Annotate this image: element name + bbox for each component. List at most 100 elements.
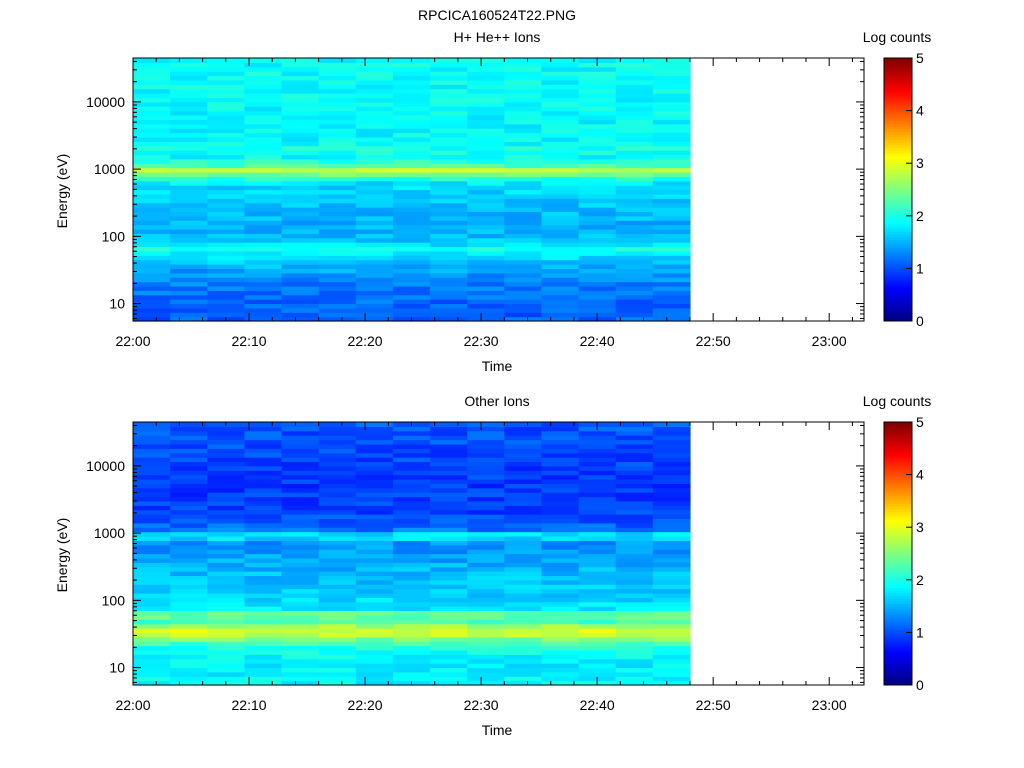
heatmap-cell: [170, 553, 208, 559]
heatmap-cell: [355, 457, 394, 463]
heatmap-cell: [318, 303, 357, 309]
heatmap-cell: [504, 272, 543, 278]
heatmap-cell: [170, 496, 208, 502]
heatmap-cell: [170, 505, 208, 511]
heatmap-cell: [281, 544, 320, 550]
heatmap-cell: [355, 649, 394, 655]
heatmap-cell: [541, 514, 580, 520]
heatmap-cell: [430, 535, 468, 541]
heatmap-cell: [318, 119, 357, 125]
colorbar-segment: [884, 545, 912, 549]
heatmap-cell: [467, 606, 505, 612]
heatmap-cell: [281, 527, 320, 533]
colorbar-segment: [884, 579, 912, 583]
heatmap-cell: [170, 79, 208, 85]
heatmap-cell: [541, 540, 580, 546]
heatmap-cell: [430, 228, 468, 234]
heatmap-cell: [207, 492, 245, 498]
colorbar-segment: [884, 663, 912, 668]
heatmap-cell: [244, 430, 283, 436]
heatmap-cell: [430, 426, 468, 432]
colorbar-segment: [884, 482, 912, 486]
heatmap-cell: [318, 193, 357, 199]
heatmap-cell: [392, 294, 431, 300]
heatmap-cell: [244, 312, 283, 318]
heatmap-cell: [392, 465, 431, 471]
heatmap-cell: [541, 474, 580, 480]
colorbar-segment: [884, 479, 912, 483]
y-tick-label: 1000: [94, 161, 125, 177]
heatmap-cell: [207, 614, 245, 620]
heatmap-cell: [133, 250, 171, 256]
heatmap-cell: [281, 667, 320, 673]
heatmap-cell: [133, 614, 171, 620]
heatmap-cell: [170, 671, 208, 677]
heatmap-cell: [244, 628, 283, 633]
heatmap-cell: [467, 663, 505, 669]
heatmap-cell: [244, 316, 283, 322]
heatmap-cell: [430, 167, 468, 173]
heatmap-cell: [430, 150, 468, 156]
heatmap-cell: [133, 58, 171, 63]
heatmap-cell: [244, 483, 283, 489]
heatmap-cell: [541, 119, 580, 125]
colorbar-segment: [884, 228, 912, 233]
heatmap-cell: [652, 316, 691, 322]
heatmap-cell: [281, 514, 320, 520]
heatmap-cell: [504, 198, 543, 204]
heatmap-cell: [541, 470, 580, 476]
colorbar-segment: [884, 661, 912, 665]
heatmap-cell: [578, 632, 617, 638]
heatmap-cell: [578, 150, 617, 156]
heatmap-cell: [652, 58, 691, 63]
heatmap-cell: [133, 237, 171, 243]
heatmap-cell: [430, 671, 468, 677]
heatmap-cell: [133, 66, 171, 72]
heatmap-cell: [355, 75, 394, 81]
heatmap-cell: [281, 207, 320, 213]
y-tick-label: 100: [102, 228, 126, 244]
heatmap-cell: [652, 215, 691, 221]
heatmap-cell: [430, 71, 468, 77]
colorbar-frame: [883, 57, 913, 322]
colorbar-segment: [884, 450, 912, 455]
heatmap-cell: [281, 557, 320, 563]
colorbar-segment: [884, 278, 912, 283]
heatmap-cell: [504, 290, 543, 296]
heatmap-cell: [318, 584, 357, 590]
colorbar-segment: [884, 142, 912, 146]
colorbar-segment: [884, 302, 912, 306]
heatmap-cell: [578, 75, 617, 81]
heatmap-cell: [281, 465, 320, 471]
heatmap-cell: [133, 597, 171, 603]
heatmap-cell: [652, 663, 691, 669]
heatmap-cell: [430, 531, 468, 537]
heatmap-cell: [355, 233, 394, 239]
heatmap-cell: [355, 478, 394, 484]
heatmap-cell: [541, 88, 580, 94]
heatmap-cell: [170, 207, 208, 213]
heatmap-cell: [281, 123, 320, 129]
heatmap-cell: [541, 505, 580, 511]
heatmap-cell: [281, 211, 320, 217]
heatmap-cell: [133, 119, 171, 125]
heatmap-cell: [578, 167, 617, 173]
heatmap-cell: [133, 448, 171, 454]
heatmap-cell: [541, 198, 580, 204]
heatmap-cell: [392, 237, 431, 243]
heatmap-cell: [318, 676, 357, 682]
heatmap-cell: [504, 527, 543, 533]
heatmap-cell: [281, 430, 320, 436]
heatmap-cell: [355, 470, 394, 476]
heatmap-cell: [652, 119, 691, 125]
heatmap-cell: [318, 461, 357, 467]
heatmap-cell: [355, 119, 394, 125]
heatmap-cell: [170, 132, 208, 138]
heatmap-cell: [392, 106, 431, 112]
heatmap-cell: [467, 154, 505, 160]
heatmap-cell: [392, 185, 431, 191]
heatmap-cell: [133, 592, 171, 598]
heatmap-cell: [615, 571, 654, 577]
heatmap-cell: [430, 259, 468, 265]
heatmap-cell: [504, 312, 543, 318]
